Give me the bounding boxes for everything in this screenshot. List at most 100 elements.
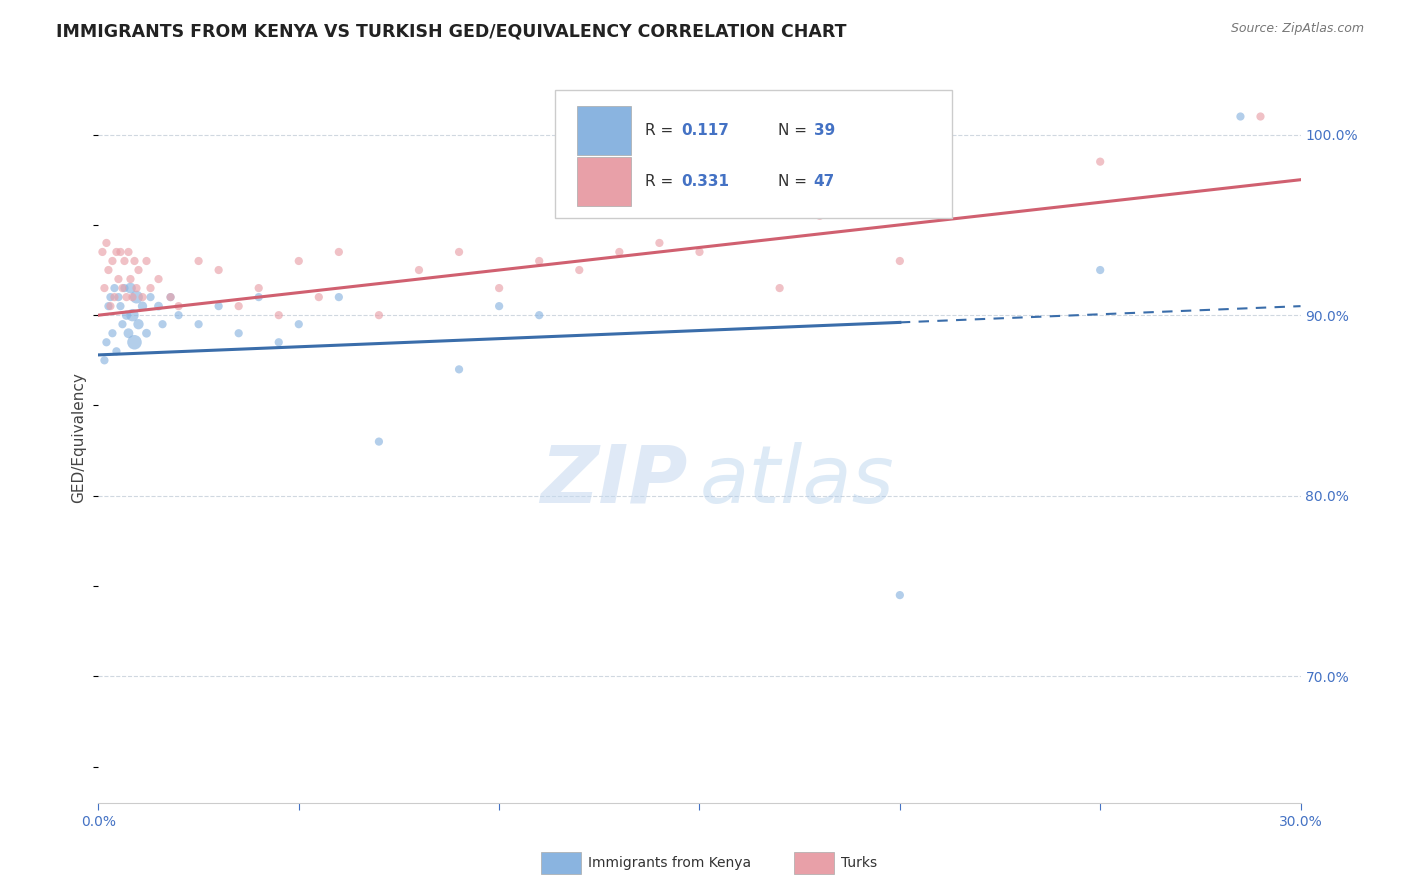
- Text: ZIP: ZIP: [540, 442, 688, 520]
- Point: [120, 272, 142, 286]
- Text: N =: N =: [778, 123, 811, 138]
- Point: [125, 290, 148, 304]
- Point: [107, 272, 129, 286]
- Point: [488, 299, 510, 313]
- Text: R =: R =: [645, 174, 679, 189]
- Point: [101, 254, 124, 268]
- Point: [1088, 263, 1111, 277]
- Point: [93, 353, 115, 368]
- Point: [228, 326, 250, 341]
- Point: [105, 244, 128, 259]
- Point: [308, 290, 330, 304]
- Point: [167, 299, 190, 313]
- Point: [148, 272, 170, 286]
- Point: [115, 308, 138, 322]
- Text: Immigrants from Kenya: Immigrants from Kenya: [588, 855, 751, 870]
- Text: Turks: Turks: [841, 855, 877, 870]
- Point: [135, 326, 157, 341]
- Point: [328, 290, 350, 304]
- Point: [105, 344, 128, 359]
- Y-axis label: GED/Equivalency: GED/Equivalency: [72, 372, 87, 502]
- Point: [125, 281, 148, 295]
- Text: R =: R =: [645, 123, 679, 138]
- Point: [117, 326, 139, 341]
- Point: [447, 244, 470, 259]
- Point: [247, 281, 270, 295]
- Point: [167, 308, 190, 322]
- Point: [115, 290, 138, 304]
- Point: [96, 335, 118, 350]
- Point: [267, 308, 290, 322]
- Point: [488, 281, 510, 295]
- Point: [103, 290, 125, 304]
- Point: [139, 281, 162, 295]
- Point: [135, 254, 157, 268]
- Point: [368, 308, 391, 322]
- Point: [529, 308, 551, 322]
- Point: [117, 244, 139, 259]
- Point: [124, 335, 146, 350]
- Point: [187, 317, 209, 331]
- Point: [187, 254, 209, 268]
- Point: [447, 362, 470, 376]
- Text: 0.331: 0.331: [682, 174, 730, 189]
- Point: [159, 290, 181, 304]
- Text: atlas: atlas: [700, 442, 894, 520]
- Point: [107, 290, 129, 304]
- Point: [1250, 110, 1272, 124]
- Point: [1088, 154, 1111, 169]
- Point: [152, 317, 174, 331]
- Point: [111, 281, 134, 295]
- Point: [100, 290, 122, 304]
- Point: [648, 235, 671, 250]
- Point: [408, 263, 430, 277]
- Point: [247, 290, 270, 304]
- Point: [139, 290, 162, 304]
- Point: [529, 254, 551, 268]
- Point: [110, 244, 132, 259]
- Point: [1229, 110, 1251, 124]
- Bar: [576, 158, 631, 206]
- Point: [128, 263, 150, 277]
- Point: [121, 290, 143, 304]
- Point: [97, 263, 120, 277]
- Point: [114, 281, 136, 295]
- Point: [110, 299, 132, 313]
- Point: [101, 326, 124, 341]
- Text: 39: 39: [814, 123, 835, 138]
- Point: [124, 254, 146, 268]
- Point: [120, 281, 142, 295]
- Point: [889, 588, 911, 602]
- Point: [808, 209, 831, 223]
- Text: IMMIGRANTS FROM KENYA VS TURKISH GED/EQUIVALENCY CORRELATION CHART: IMMIGRANTS FROM KENYA VS TURKISH GED/EQU…: [56, 22, 846, 40]
- Point: [121, 308, 143, 322]
- Point: [328, 244, 350, 259]
- Point: [368, 434, 391, 449]
- Point: [128, 317, 150, 331]
- Point: [148, 299, 170, 313]
- Point: [114, 254, 136, 268]
- Point: [568, 263, 591, 277]
- FancyBboxPatch shape: [555, 89, 952, 218]
- Point: [288, 254, 311, 268]
- Point: [208, 299, 231, 313]
- Point: [769, 281, 792, 295]
- Point: [93, 281, 115, 295]
- Point: [159, 290, 181, 304]
- Bar: [576, 106, 631, 155]
- Point: [609, 244, 631, 259]
- Point: [96, 235, 118, 250]
- Text: Source: ZipAtlas.com: Source: ZipAtlas.com: [1230, 22, 1364, 36]
- Point: [91, 244, 114, 259]
- Point: [103, 281, 125, 295]
- Point: [100, 299, 122, 313]
- Point: [288, 317, 311, 331]
- Point: [689, 244, 711, 259]
- Point: [889, 254, 911, 268]
- Point: [267, 335, 290, 350]
- Point: [208, 263, 231, 277]
- Text: 47: 47: [814, 174, 835, 189]
- Text: 0.117: 0.117: [682, 123, 730, 138]
- Text: N =: N =: [778, 174, 811, 189]
- Point: [228, 299, 250, 313]
